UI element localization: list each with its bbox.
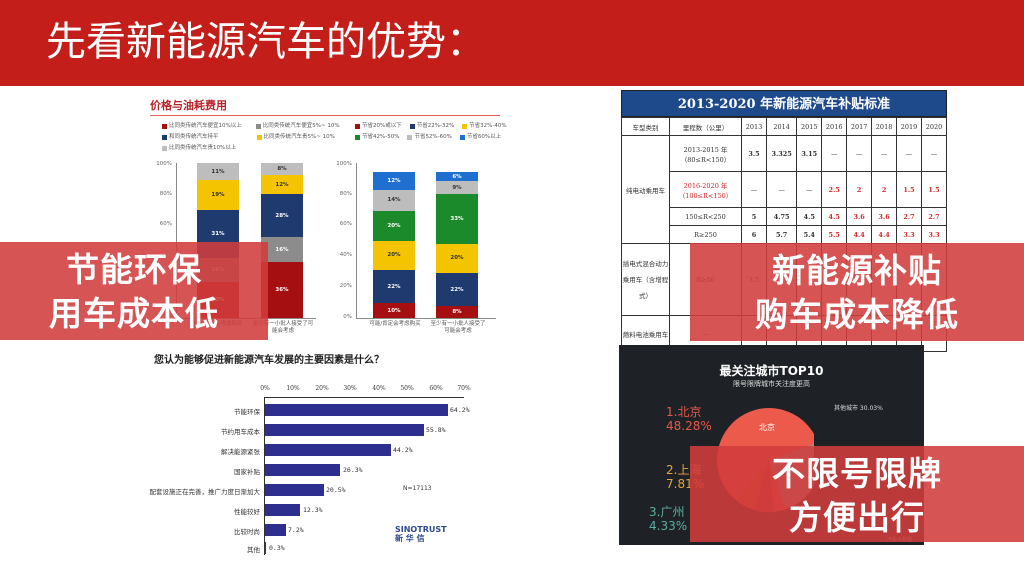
overlay-no-restriction: 不限号限牌 方便出行 bbox=[690, 446, 1024, 542]
panel-subtitle: 限号限牌城市关注度更高 bbox=[733, 380, 810, 388]
legend-item: 节省60%以上 bbox=[459, 132, 501, 143]
x-category: 至少有一小批人接受了可能会考虑 bbox=[252, 321, 314, 334]
y-tick: 60% bbox=[159, 221, 172, 227]
bar-segment: 12% bbox=[261, 175, 303, 195]
bar-row: 其他 0.3% bbox=[247, 542, 285, 554]
y-tick: 100% bbox=[156, 161, 172, 167]
y-axis bbox=[176, 163, 177, 318]
bar-segment: 16% bbox=[261, 237, 303, 263]
bar-segment: 28% bbox=[261, 194, 303, 238]
bar-row: 性能较好 12.3% bbox=[234, 504, 323, 516]
bar-segment: 8% bbox=[261, 163, 303, 176]
bar bbox=[265, 444, 391, 456]
legend-item: 节省22%-32% bbox=[409, 121, 454, 132]
y-tick: 100% bbox=[336, 161, 352, 167]
bar-segment: 20% bbox=[436, 243, 478, 274]
legend-item: 节省32%-40% bbox=[462, 121, 507, 132]
bar-segment: 11% bbox=[197, 163, 239, 181]
svg-text:北京: 北京 bbox=[759, 422, 775, 432]
factors-bar-panel: 您认为能够促进新能源汽车发展的主要因素是什么？ 0% 10% 20% 30% 4… bbox=[140, 345, 480, 555]
bar-row: 国家补贴 26.3% bbox=[234, 464, 363, 476]
x-axis bbox=[356, 318, 496, 319]
x-category: 可能/肯定会考虑购买 bbox=[369, 321, 421, 327]
callout-beijing: 1.北京 48.28% bbox=[666, 405, 712, 433]
bar bbox=[265, 484, 324, 496]
y-tick: 0% bbox=[343, 314, 352, 320]
bar-segment: 20% bbox=[373, 210, 415, 241]
legend-item: 比同类传统汽车贵10%以上 bbox=[162, 143, 362, 154]
legend-item: 比同类传统汽车便宜5%~ 10% bbox=[255, 121, 340, 132]
y-tick: 80% bbox=[339, 191, 352, 197]
bar-segment: 12% bbox=[373, 172, 415, 190]
bar-segment: 8% bbox=[436, 306, 478, 318]
title-bar: 先看新能源汽车的优势： bbox=[0, 0, 1024, 86]
bar bbox=[265, 424, 424, 436]
divider bbox=[150, 115, 500, 116]
bar-segment: 33% bbox=[436, 194, 478, 244]
x-category: 至少有一小批人接受了可能会考虑 bbox=[430, 321, 486, 334]
x-tick: 30% bbox=[343, 385, 357, 392]
bar-segment: 10% bbox=[373, 303, 415, 318]
stacked-bar: 8% 22% 20% 33% 9% 6% bbox=[436, 169, 478, 318]
bar-row: 比较时尚 7.2% bbox=[234, 524, 304, 536]
stacked-bar: 10% 22% 20% 20% 14% 12% bbox=[373, 169, 415, 318]
legend-item: 和同类传统汽车持平 bbox=[162, 132, 219, 143]
bar-segment: 36% bbox=[261, 262, 303, 318]
legend-item: 节省52%-60% bbox=[407, 132, 452, 143]
x-tick: 70% bbox=[457, 385, 471, 392]
legend-item: 节省20%或以下 bbox=[355, 121, 402, 132]
bar-row: 解决能源紧张 44.2% bbox=[221, 444, 413, 456]
panel-title: 价格与油耗费用 bbox=[150, 99, 227, 112]
x-tick: 40% bbox=[372, 385, 386, 392]
bar bbox=[265, 404, 448, 416]
x-tick: 0% bbox=[260, 385, 270, 392]
x-tick: 60% bbox=[429, 385, 443, 392]
bar-segment: 9% bbox=[436, 180, 478, 195]
bar-row: 节约用车成本 55.8% bbox=[221, 424, 446, 436]
legend-item: 比同类传统汽车便宜10%以上 bbox=[162, 121, 242, 132]
table-header-row: 车型类别 里程数（公里） 2013 2014 2015 2016 2017 20… bbox=[621, 117, 948, 136]
bar-segment: 19% bbox=[197, 180, 239, 210]
x-tick: 50% bbox=[400, 385, 414, 392]
sample-size: N=17113 bbox=[403, 485, 432, 492]
bar-row: 配套设施正在完善，推广力度日渐加大 20.5% bbox=[149, 484, 346, 496]
y-axis bbox=[264, 397, 265, 555]
bar-segment: 22% bbox=[373, 270, 415, 304]
bar bbox=[265, 504, 300, 516]
y-tick: 20% bbox=[339, 283, 352, 289]
table-row: 150≤R<250 5 4.75 4.5 4.5 3.6 3.6 2.7 2.7 bbox=[622, 207, 948, 226]
x-axis bbox=[264, 397, 464, 398]
table-row: 纯电动乘用车 2013-2015 年（80≤R<150） 3.5 3.325 3… bbox=[621, 135, 948, 244]
legend-item: 节省42%-50% bbox=[355, 132, 399, 143]
bar-segment: 20% bbox=[373, 240, 415, 271]
pie-other-label: 其他城市 30.03% bbox=[834, 405, 883, 412]
callout-guangzhou: 3.广州 4.33% bbox=[649, 505, 688, 533]
y-axis bbox=[356, 163, 357, 318]
overlay-energy-saving: 节能环保 用车成本低 bbox=[0, 242, 268, 340]
overlay-subsidy: 新能源补贴 购车成本降低 bbox=[690, 243, 1024, 341]
y-tick: 60% bbox=[339, 221, 352, 227]
bar-row: 节能环保 64.2% bbox=[234, 404, 470, 416]
x-tick: 20% bbox=[315, 385, 329, 392]
bar bbox=[265, 464, 340, 476]
table-row: 2016-2020 年（100≤R<150） — — — 2.5 2 2 1.5… bbox=[622, 171, 948, 208]
table-row: R≥250 6 5.7 5.4 5.5 4.4 4.4 3.3 3.3 bbox=[622, 225, 948, 244]
x-tick: 10% bbox=[286, 385, 300, 392]
page-title: 先看新能源汽车的优势： bbox=[46, 19, 486, 65]
bar-segment: 22% bbox=[436, 273, 478, 307]
bar bbox=[265, 524, 286, 536]
y-tick: 80% bbox=[159, 191, 172, 197]
panel-title: 最关注城市TOP10 bbox=[719, 364, 824, 378]
legend-item: 比同类传统汽车贵5%~ 10% bbox=[256, 132, 335, 143]
panel-title: 您认为能够促进新能源汽车发展的主要因素是什么？ bbox=[154, 355, 384, 366]
stacked-bar: 36% 16% 28% 12% 8% bbox=[261, 163, 303, 318]
price-legend: 比同类传统汽车便宜10%以上 比同类传统汽车便宜5%~ 10% 和同类传统汽车持… bbox=[162, 121, 362, 154]
brand-logo: SINOTRUST 新 华 信 bbox=[395, 525, 447, 543]
bar-segment: 6% bbox=[436, 172, 478, 181]
table-title: 2013-2020 年新能源汽车补贴标准 bbox=[621, 90, 947, 117]
fuel-legend: 节省20%或以下 节省22%-32% 节省32%-40% 节省42%-50% 节… bbox=[355, 121, 515, 143]
bar-segment: 14% bbox=[373, 189, 415, 211]
bar bbox=[265, 542, 266, 554]
y-tick: 40% bbox=[339, 252, 352, 258]
